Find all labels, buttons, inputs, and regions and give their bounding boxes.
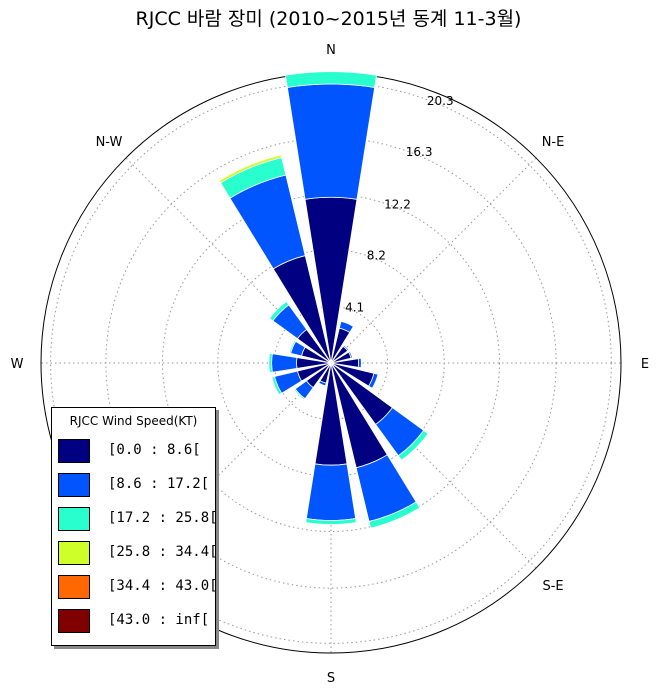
rose-bar-WSW-bin-2 [271,376,283,396]
legend-item: [8.6 : 17.2[ [58,473,218,499]
radial-gridline [330,157,537,364]
direction-label-s: S [327,671,335,686]
direction-label-n: N [326,43,336,58]
rose-bar-ESE-bin-1 [368,372,379,389]
legend-label: [17.2 : 25.8[ [108,510,218,526]
legend-item: [43.0 : inf[ [58,609,218,635]
legend-label: [43.0 : inf[ [108,612,210,628]
radial-tick-label: 4.1 [345,301,364,315]
radial-tick-label: 8.2 [367,248,386,262]
rose-bar-W-bin-2 [268,352,273,374]
ring-gridline [217,249,445,477]
axis-labels: 4.1 8.2 12.2 16.3 20.3 N N-E E S-E S W N-W [11,43,650,686]
radial-tick-label: 20.3 [427,94,454,108]
legend-label: [0.0 : 8.6[ [108,442,201,458]
rose-bar-E-bin-1 [357,357,362,369]
rose-bar-N-bin-1 [286,83,376,200]
rose-bar-SW-bin-2 [293,388,306,401]
legend-item: [0.0 : 8.6[ [58,439,218,465]
ring-gridline [162,194,500,532]
rose-bar-NNW-bin-4 [218,153,282,182]
rose-bar-SSW-bin-1 [318,380,327,387]
radial-gridline [125,362,332,569]
rose-bar-N-bin-2 [284,71,378,88]
legend-label: [34.4 : 43.0[ [108,578,218,594]
wind-rose-bars [218,71,429,529]
rose-bar-SSE-bin-2 [368,501,421,529]
rose-bar-WNW-bin-2 [288,340,297,354]
legend-item: [17.2 : 25.8[ [58,507,218,533]
direction-label-w: W [11,357,24,372]
direction-label-s-e: S-E [542,579,563,594]
direction-label-n-w: N-W [96,135,123,150]
radial-tick-label: 12.2 [384,197,411,211]
rose-bar-SE-bin-2 [397,429,429,461]
rose-bar-NE-bin-1 [342,344,350,352]
ring-gridline [105,137,557,589]
legend-label: [8.6 : 17.2[ [108,476,210,492]
radial-gridline [330,362,537,569]
rose-bar-NNE-bin-1 [338,320,354,333]
legend-swatch [58,575,90,599]
legend-label: [25.8 : 34.4[ [108,544,218,560]
ring-gridline [50,82,612,644]
legend: RJCC Wind Speed(KT) [0.0 : 8.6[ [8.6 : 1… [51,407,218,646]
legend-swatch [58,541,90,565]
legend-swatch [58,507,90,531]
legend-item: [34.4 : 43.0[ [58,575,218,601]
chart-title: RJCC 바람 장미 (2010~2015년 동계 11-3월) [135,8,522,30]
legend-swatch [58,609,90,633]
radial-gridline [125,157,332,364]
rose-bar-S-bin-1 [305,463,357,521]
rose-bar-NW-bin-2 [268,300,290,322]
radial-tick-label: 16.3 [406,145,433,159]
legend-swatch [58,473,90,497]
direction-label-e: E [641,357,649,372]
legend-title: RJCC Wind Speed(KT) [69,414,198,428]
direction-label-n-e: N-E [542,135,565,150]
rose-bar-W-bin-1 [271,353,298,373]
legend-item: [25.8 : 34.4[ [58,541,218,567]
rose-bar-ENE-bin-1 [348,350,353,359]
legend-swatch [58,439,90,463]
rose-bar-S-bin-2 [305,518,357,525]
